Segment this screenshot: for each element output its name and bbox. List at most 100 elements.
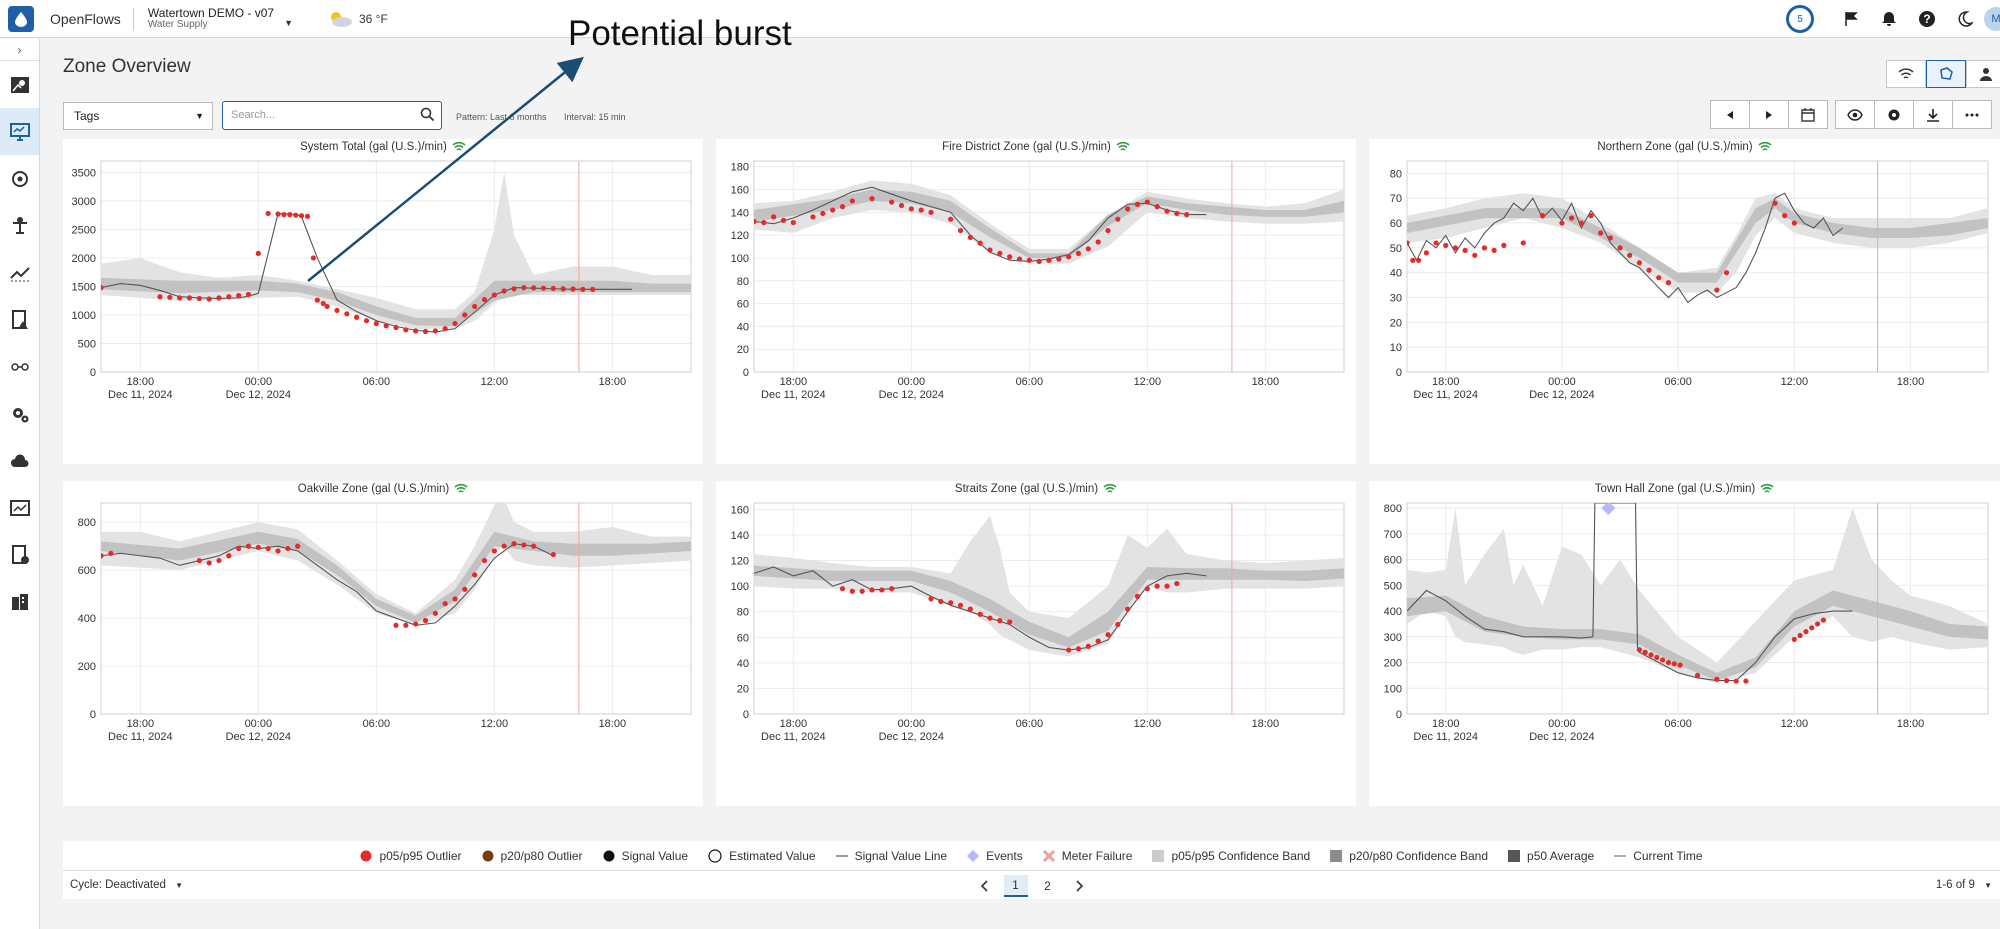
legend-item[interactable]: Signal Value Line [835,849,947,863]
eye-icon [1847,108,1863,121]
search-input[interactable]: Search... [222,101,442,130]
legend-item[interactable]: Events [967,849,1023,863]
previous-period-button[interactable] [1710,100,1750,129]
sidebar-item-cloud[interactable] [0,437,39,484]
legend-item[interactable]: p20/p80 Confidence Band [1330,849,1488,863]
outlier-point [491,292,497,298]
p05-p95-confidence-band [101,172,691,330]
page-2-button[interactable]: 2 [1044,879,1051,893]
next-page-button[interactable] [1068,875,1092,897]
sidebar-item-pumps[interactable] [0,155,39,202]
bell-icon[interactable] [1878,8,1900,30]
page-range-selector[interactable]: 1-6 of 9 ▼ [1936,879,1992,891]
sidebar-item-meters[interactable] [0,531,39,578]
outlier-point [849,588,855,594]
y-tick-label: 40 [1390,268,1402,280]
outlier-point [1144,199,1150,205]
project-subtitle: Water Supply [147,18,208,30]
calendar-button[interactable] [1788,100,1828,129]
y-tick-label: 600 [78,565,96,577]
outlier-point [1714,287,1720,293]
top-right-controls: 5 ? M [1786,0,2000,38]
notification-count-badge[interactable]: 5 [1786,5,1814,33]
cycle-label: Cycle: Deactivated [70,879,166,891]
zone-view-button[interactable] [1926,60,1966,88]
footer-bar: Cycle: Deactivated ▼ 1 2 1-6 of 9 ▼ [63,871,2000,899]
outlier-point [977,240,983,246]
outlier-point [1472,252,1478,258]
sidebar-item-zone-overview[interactable] [0,108,39,155]
chart-svg[interactable]: 0 20 40 60 80 100 120 140 160 18:00 00:00 06:00 12:0… [716,481,1356,806]
chart-panel-system-total: System Total (gal (U.S.)/min) 0 500 1000 15… [63,139,703,464]
legend-item[interactable]: p50 Average [1508,849,1594,863]
temperature: 36 °F [359,11,388,26]
sidebar-item-buildings[interactable] [0,578,39,625]
outlier-point [413,328,419,334]
download-button[interactable] [1913,100,1953,129]
legend-item[interactable]: Current Time [1614,849,1703,863]
next-period-button[interactable] [1749,100,1789,129]
outlier-point [810,214,816,220]
chart-svg[interactable]: 0 500 1000 1500 2000 2500 3000 3500 18:00 00:00 06… [63,139,703,464]
help-icon[interactable]: ? [1916,8,1938,30]
signal-value-line [101,543,554,626]
project-selector[interactable]: Watertown DEMO - v07 Water Supply [147,5,275,30]
outlier-point [1803,629,1809,635]
project-name: Watertown DEMO - v07 [147,5,275,20]
app-logo-icon[interactable] [8,5,34,32]
avatar[interactable]: M [1984,7,2000,31]
sidebar-item-reports[interactable] [0,484,39,531]
signal-view-button[interactable] [1886,60,1926,88]
outlier-point [1115,621,1121,628]
sidebar-item-valves[interactable] [0,202,39,249]
outlier-point [295,543,301,549]
outlier-point [299,213,305,219]
legend-item[interactable]: p05/p95 Confidence Band [1152,849,1310,863]
tags-dropdown[interactable]: Tags ▼ [63,102,213,130]
signal-status-icon [1760,484,1774,494]
outlier-point [1407,240,1410,246]
previous-page-button[interactable] [972,875,996,897]
legend-item[interactable]: Signal Value [603,849,688,863]
settings-button[interactable] [1874,100,1914,129]
sidebar-item-settings[interactable] [0,390,39,437]
chart-svg[interactable]: 0 20 40 60 80 100 120 140 160 180 18:00 00:00 06:00 1… [716,139,1356,464]
outlier-point [1660,657,1666,663]
x-tick-label: 00:00 [245,718,273,730]
y-tick-label: 3000 [72,196,96,208]
outlier-point [1588,213,1594,219]
dark-mode-moon-icon[interactable] [1954,8,1976,30]
chart-svg[interactable]: 0 100 200 300 400 500 600 700 800 18:00 00:00 06:00… [1369,481,2000,806]
sidebar-item-map[interactable] [0,61,39,108]
chevron-down-icon[interactable]: ▼ [284,17,293,28]
legend-item[interactable]: p20/p80 Outlier [482,849,583,863]
x-tick-label: 18:00 [1252,376,1280,388]
more-options-button[interactable] [1952,100,1992,129]
legend-item[interactable]: Meter Failure [1042,849,1132,863]
search-icon[interactable] [420,107,435,122]
outlier-point [1501,242,1507,248]
outlier-point [1809,625,1815,631]
user-view-button[interactable] [1966,60,2000,88]
page-1-button[interactable]: 1 [1003,875,1028,897]
outlier-point [790,219,796,226]
outlier-point [1598,230,1604,236]
visibility-button[interactable] [1835,100,1875,129]
outlier-point [167,294,173,300]
black-dot-icon [603,850,615,861]
sidebar-item-trends[interactable] [0,249,39,296]
chevron-left-icon [980,880,988,892]
sidebar-item-alerts[interactable] [0,296,39,343]
outlier-point [287,212,293,218]
legend-item[interactable]: Estimated Value [708,849,816,863]
chart-svg[interactable]: 0 10 20 30 40 50 60 70 80 18:00 00:00 06:00 12:00 18:… [1369,139,2000,464]
p20-p80-confidence-band [101,277,691,327]
outlier-point [889,199,895,205]
sidebar-expand-chevron-icon[interactable]: › [0,39,39,61]
flag-icon[interactable] [1840,8,1862,30]
outlier-point [967,606,973,612]
cycle-dropdown[interactable]: Cycle: Deactivated ▼ [70,879,183,891]
legend-item[interactable]: p05/p95 Outlier [360,849,462,863]
sidebar-item-network[interactable] [0,343,39,390]
